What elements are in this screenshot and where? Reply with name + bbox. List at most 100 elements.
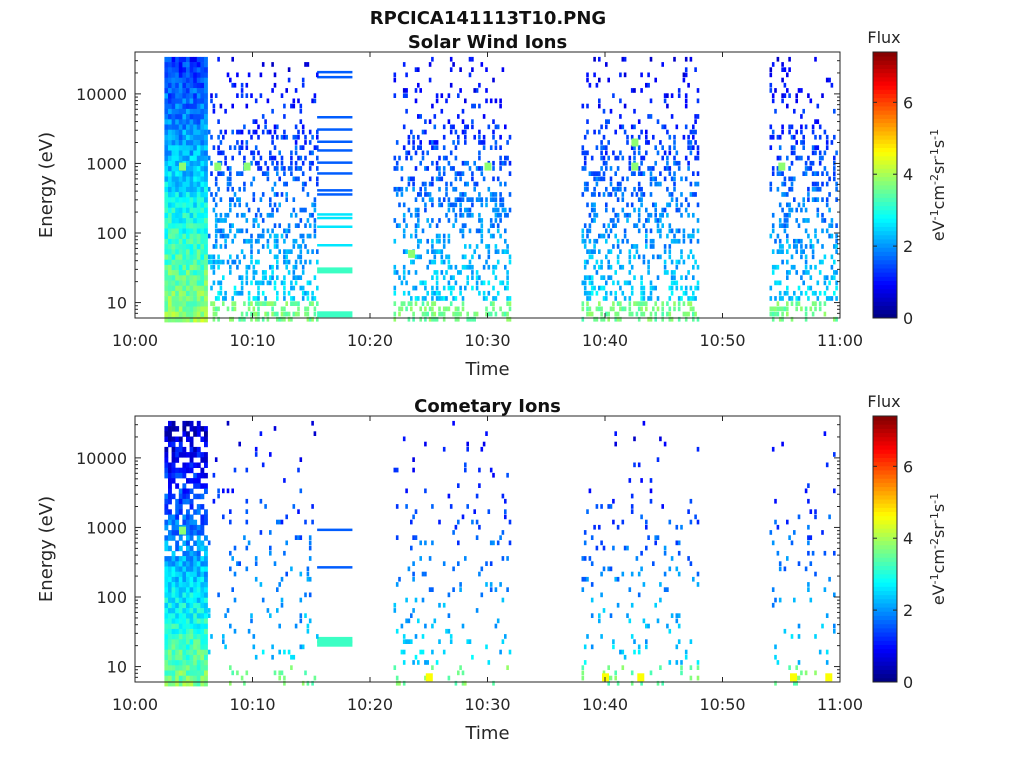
heatmap-cell <box>494 197 498 202</box>
heatmap-cell <box>609 275 613 280</box>
heatmap-cell <box>186 223 190 229</box>
heatmap-cell <box>193 649 198 656</box>
heatmap-cell <box>200 426 205 432</box>
colorbar-step <box>873 93 897 99</box>
heatmap-cell <box>280 311 284 317</box>
heatmap-cell <box>581 145 585 150</box>
heatmap-cell <box>452 566 455 572</box>
heatmap-cell <box>280 306 284 312</box>
heatmap-cell <box>492 306 495 312</box>
heatmap-cell <box>175 212 180 219</box>
heatmap-cell <box>809 238 813 244</box>
heatmap-cell <box>395 675 399 681</box>
heatmap-cell <box>171 535 176 541</box>
heatmap-cell <box>781 93 784 98</box>
heatmap-cell <box>196 545 201 552</box>
heatmap-cell <box>440 202 444 208</box>
heatmap-cell <box>433 249 437 254</box>
heatmap-cell <box>182 675 187 682</box>
heatmap-cell <box>642 582 646 587</box>
heatmap-cell <box>250 249 253 254</box>
x-tick-label: 10:30 <box>464 331 510 350</box>
heatmap-cell <box>809 275 813 280</box>
heatmap-cell <box>178 202 183 208</box>
heatmap-cell <box>793 264 796 270</box>
heatmap-cell <box>229 264 232 270</box>
heatmap-cell <box>630 680 634 686</box>
heatmap-cell <box>783 93 787 98</box>
heatmap-cell <box>807 535 810 540</box>
heatmap-cell <box>602 285 606 291</box>
heatmap-cell <box>654 145 657 150</box>
heatmap-cell <box>204 628 208 635</box>
heatmap-cell <box>506 301 509 306</box>
heatmap-cell <box>217 254 220 260</box>
heatmap-cell <box>652 306 655 312</box>
heatmap-cell <box>186 545 190 552</box>
heatmap-cell <box>602 155 606 161</box>
heatmap-cell <box>652 254 655 260</box>
heatmap-cell <box>459 270 462 275</box>
heatmap-cell <box>193 259 198 266</box>
heatmap-cell <box>164 587 169 593</box>
heatmap-cell <box>828 176 831 182</box>
y-tick-label: 10000 <box>76 85 127 104</box>
heatmap-cell <box>311 301 314 306</box>
heatmap-cell <box>623 233 627 239</box>
heatmap-cell <box>811 254 815 260</box>
heatmap-cell <box>164 160 169 167</box>
heatmap-cell <box>204 129 208 136</box>
heatmap-cell <box>595 545 599 551</box>
heatmap-cell <box>482 280 486 286</box>
heatmap-cell <box>424 181 427 187</box>
heatmap-cell <box>682 238 686 244</box>
heatmap-cell <box>440 176 444 182</box>
heatmap-cell <box>168 530 172 536</box>
heatmap-cell <box>583 166 587 171</box>
heatmap-cell <box>790 301 794 306</box>
heatmap-cell <box>673 171 676 176</box>
heatmap-cell <box>668 311 672 317</box>
heatmap-cell <box>623 186 627 192</box>
heatmap-cell <box>696 181 700 187</box>
heatmap-cell <box>287 223 291 228</box>
heatmap-cell <box>178 441 183 448</box>
heatmap-cell <box>802 145 805 150</box>
heatmap-cell <box>421 280 425 286</box>
heatmap-cell <box>313 275 317 280</box>
heatmap-cell <box>175 129 180 136</box>
heatmap-cell <box>193 478 198 484</box>
heatmap-cell <box>499 233 502 239</box>
heatmap-cell <box>178 472 183 479</box>
heatmap-cell <box>696 316 700 322</box>
heatmap-cell <box>304 592 307 598</box>
heatmap-cell <box>175 524 180 531</box>
heatmap-cell <box>196 290 201 297</box>
heatmap-cell <box>771 540 775 546</box>
heatmap-cell <box>583 244 587 249</box>
heatmap-cell <box>204 212 208 219</box>
heatmap-cell <box>196 56 201 63</box>
heatmap-cell <box>168 431 172 437</box>
heatmap-cell <box>273 72 277 78</box>
heatmap-cell <box>240 212 244 218</box>
heatmap-cell <box>675 618 679 624</box>
heatmap-cell <box>280 134 284 140</box>
heatmap-cell <box>186 62 190 68</box>
heatmap-cell <box>299 108 303 114</box>
heatmap-cell <box>506 587 509 592</box>
heatmap-cell <box>164 680 169 687</box>
heatmap-cell <box>424 316 427 322</box>
colorbar-step <box>873 205 897 211</box>
heatmap-cell <box>804 306 808 312</box>
heatmap-cell <box>186 114 190 120</box>
heatmap-cell <box>222 259 225 265</box>
heatmap-cell <box>433 140 437 145</box>
heatmap-cell <box>487 290 491 296</box>
heatmap-cell <box>193 634 198 640</box>
heatmap-cell <box>786 249 789 254</box>
heatmap-cell <box>492 207 495 213</box>
heatmap-cell <box>774 238 777 244</box>
heatmap-cell <box>621 649 625 655</box>
heatmap-cell <box>652 202 655 208</box>
